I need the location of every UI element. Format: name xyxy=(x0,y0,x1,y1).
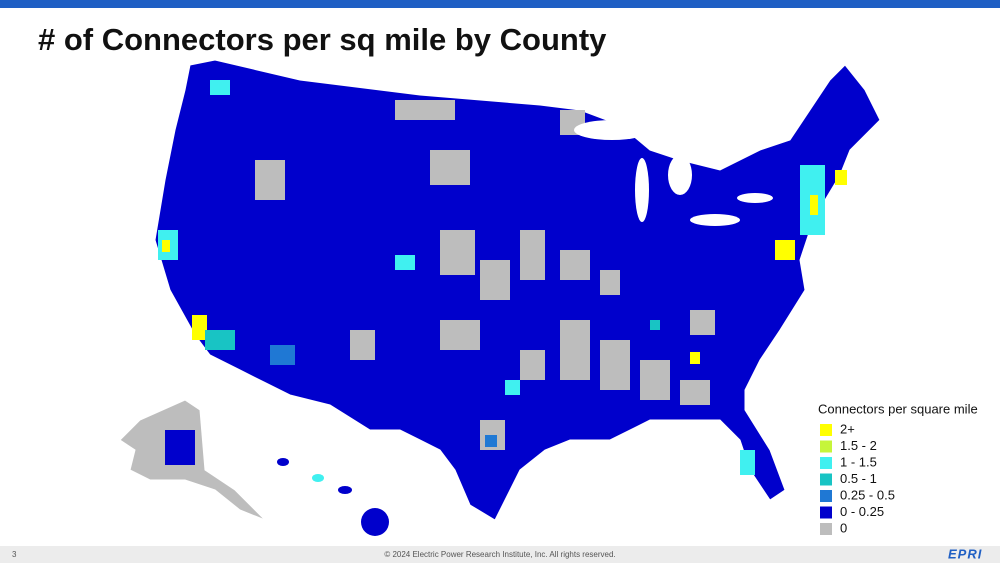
legend-label: 0.5 - 1 xyxy=(840,471,877,486)
footer-bar xyxy=(0,546,1000,563)
legend: Connectors per square mile 2+ 1.5 - 21 - … xyxy=(818,401,978,535)
legend-swatch xyxy=(820,440,832,453)
legend-label: 2+ xyxy=(840,421,855,436)
legend-label: 1 - 1.5 xyxy=(840,454,877,469)
legend-title: Connectors per square mile xyxy=(818,401,978,416)
legend-swatch xyxy=(820,473,832,486)
legend-swatch xyxy=(820,424,832,436)
legend-swatch xyxy=(820,523,832,535)
legend-swatch xyxy=(820,490,832,502)
great-lakes xyxy=(574,120,773,226)
page-number: 3 xyxy=(12,550,17,559)
legend-label: 0.25 - 0.5 xyxy=(840,487,895,502)
legend-label: 0 xyxy=(840,520,847,535)
legend-swatch xyxy=(820,457,832,469)
logo: EPRI xyxy=(948,546,982,561)
legend-swatch xyxy=(820,506,832,519)
high-density-counties xyxy=(158,80,847,475)
us-map xyxy=(119,59,881,536)
hawaii xyxy=(277,458,389,536)
alaska-counties xyxy=(165,430,195,465)
legend-label: 0 - 0.25 xyxy=(840,504,884,519)
copyright: © 2024 Electric Power Research Institute… xyxy=(384,550,615,559)
contiguous-us xyxy=(154,59,881,521)
slide-title: # of Connectors per sq mile by County xyxy=(38,22,607,57)
top-bar xyxy=(0,0,1000,8)
zero-counties xyxy=(255,100,715,450)
legend-label: 1.5 - 2 xyxy=(840,438,877,453)
